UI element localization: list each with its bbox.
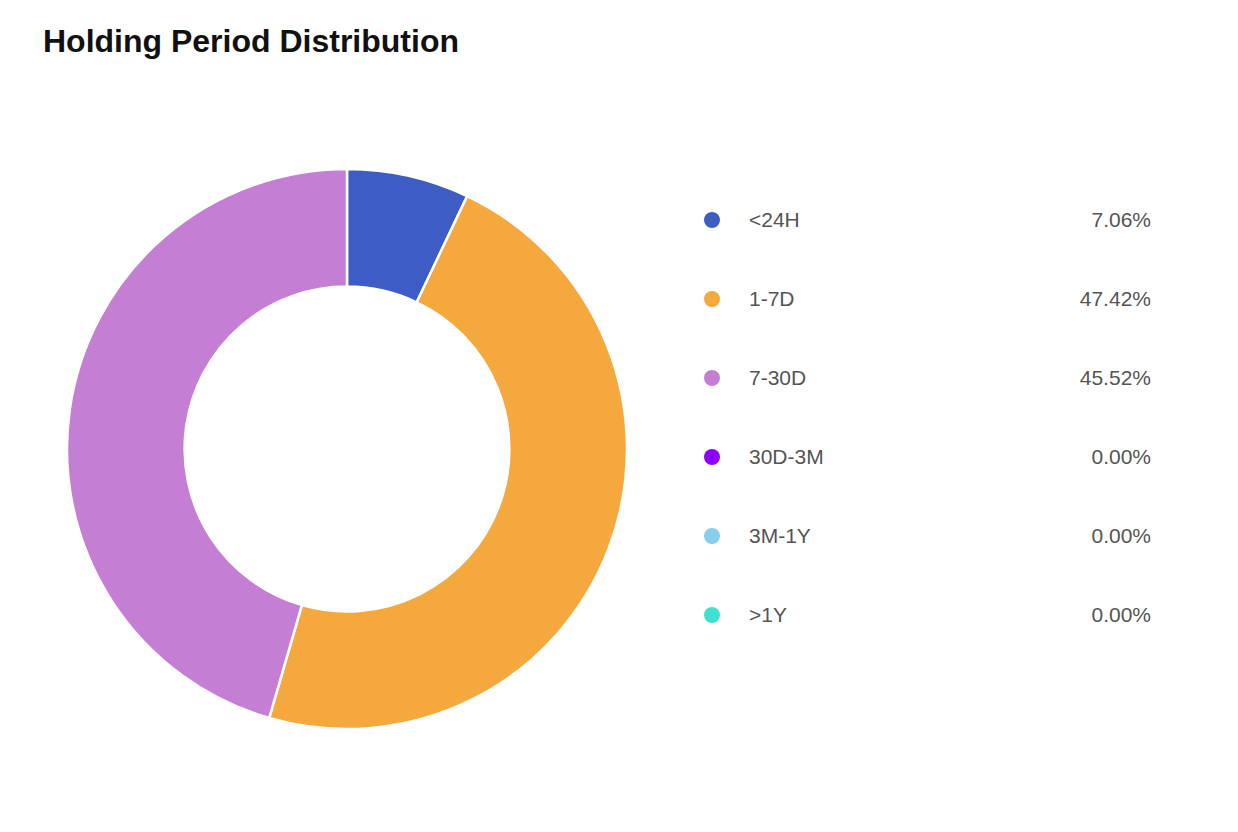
- legend-value: 47.42%: [1080, 287, 1151, 310]
- donut: [67, 169, 627, 729]
- legend-item: 30D-3M 0.00%: [704, 445, 1151, 468]
- legend-value: 45.52%: [1080, 366, 1151, 389]
- legend-marker: [704, 370, 720, 386]
- legend-item: 7-30D 45.52%: [704, 366, 1151, 389]
- legend-marker: [704, 528, 720, 544]
- slice: [347, 169, 348, 287]
- slice: [347, 169, 348, 287]
- legend-value: 0.00%: [1091, 524, 1151, 547]
- legend-marker: [704, 607, 720, 623]
- legend-value: 7.06%: [1091, 208, 1151, 231]
- slice: [347, 169, 348, 287]
- chart: Holding Period Distribution <24H 7.06% 1-7D…: [0, 0, 1238, 832]
- legend-item: 3M-1Y 0.00%: [704, 524, 1151, 547]
- legend-label: <24H: [749, 208, 800, 231]
- legend-label: 3M-1Y: [749, 524, 811, 547]
- legend-value: 0.00%: [1091, 603, 1151, 626]
- legend-value: 0.00%: [1091, 445, 1151, 468]
- legend-item: 1-7D 47.42%: [704, 287, 1151, 310]
- legend-marker: [704, 212, 720, 228]
- legend-label: 7-30D: [749, 366, 806, 389]
- legend-item: <24H 7.06%: [704, 208, 1151, 231]
- legend-label: 1-7D: [749, 287, 795, 310]
- legend: <24H 7.06% 1-7D 47.42% 7-30D 45.52% 30D-3M 0.00…: [704, 208, 1151, 626]
- legend-label: >1Y: [749, 603, 787, 626]
- slice: [67, 169, 347, 718]
- legend-marker: [704, 449, 720, 465]
- legend-item: >1Y 0.00%: [704, 603, 1151, 626]
- title: Holding Period Distribution: [43, 23, 459, 59]
- legend-label: 30D-3M: [749, 445, 824, 468]
- legend-marker: [704, 291, 720, 307]
- slices: [67, 169, 627, 729]
